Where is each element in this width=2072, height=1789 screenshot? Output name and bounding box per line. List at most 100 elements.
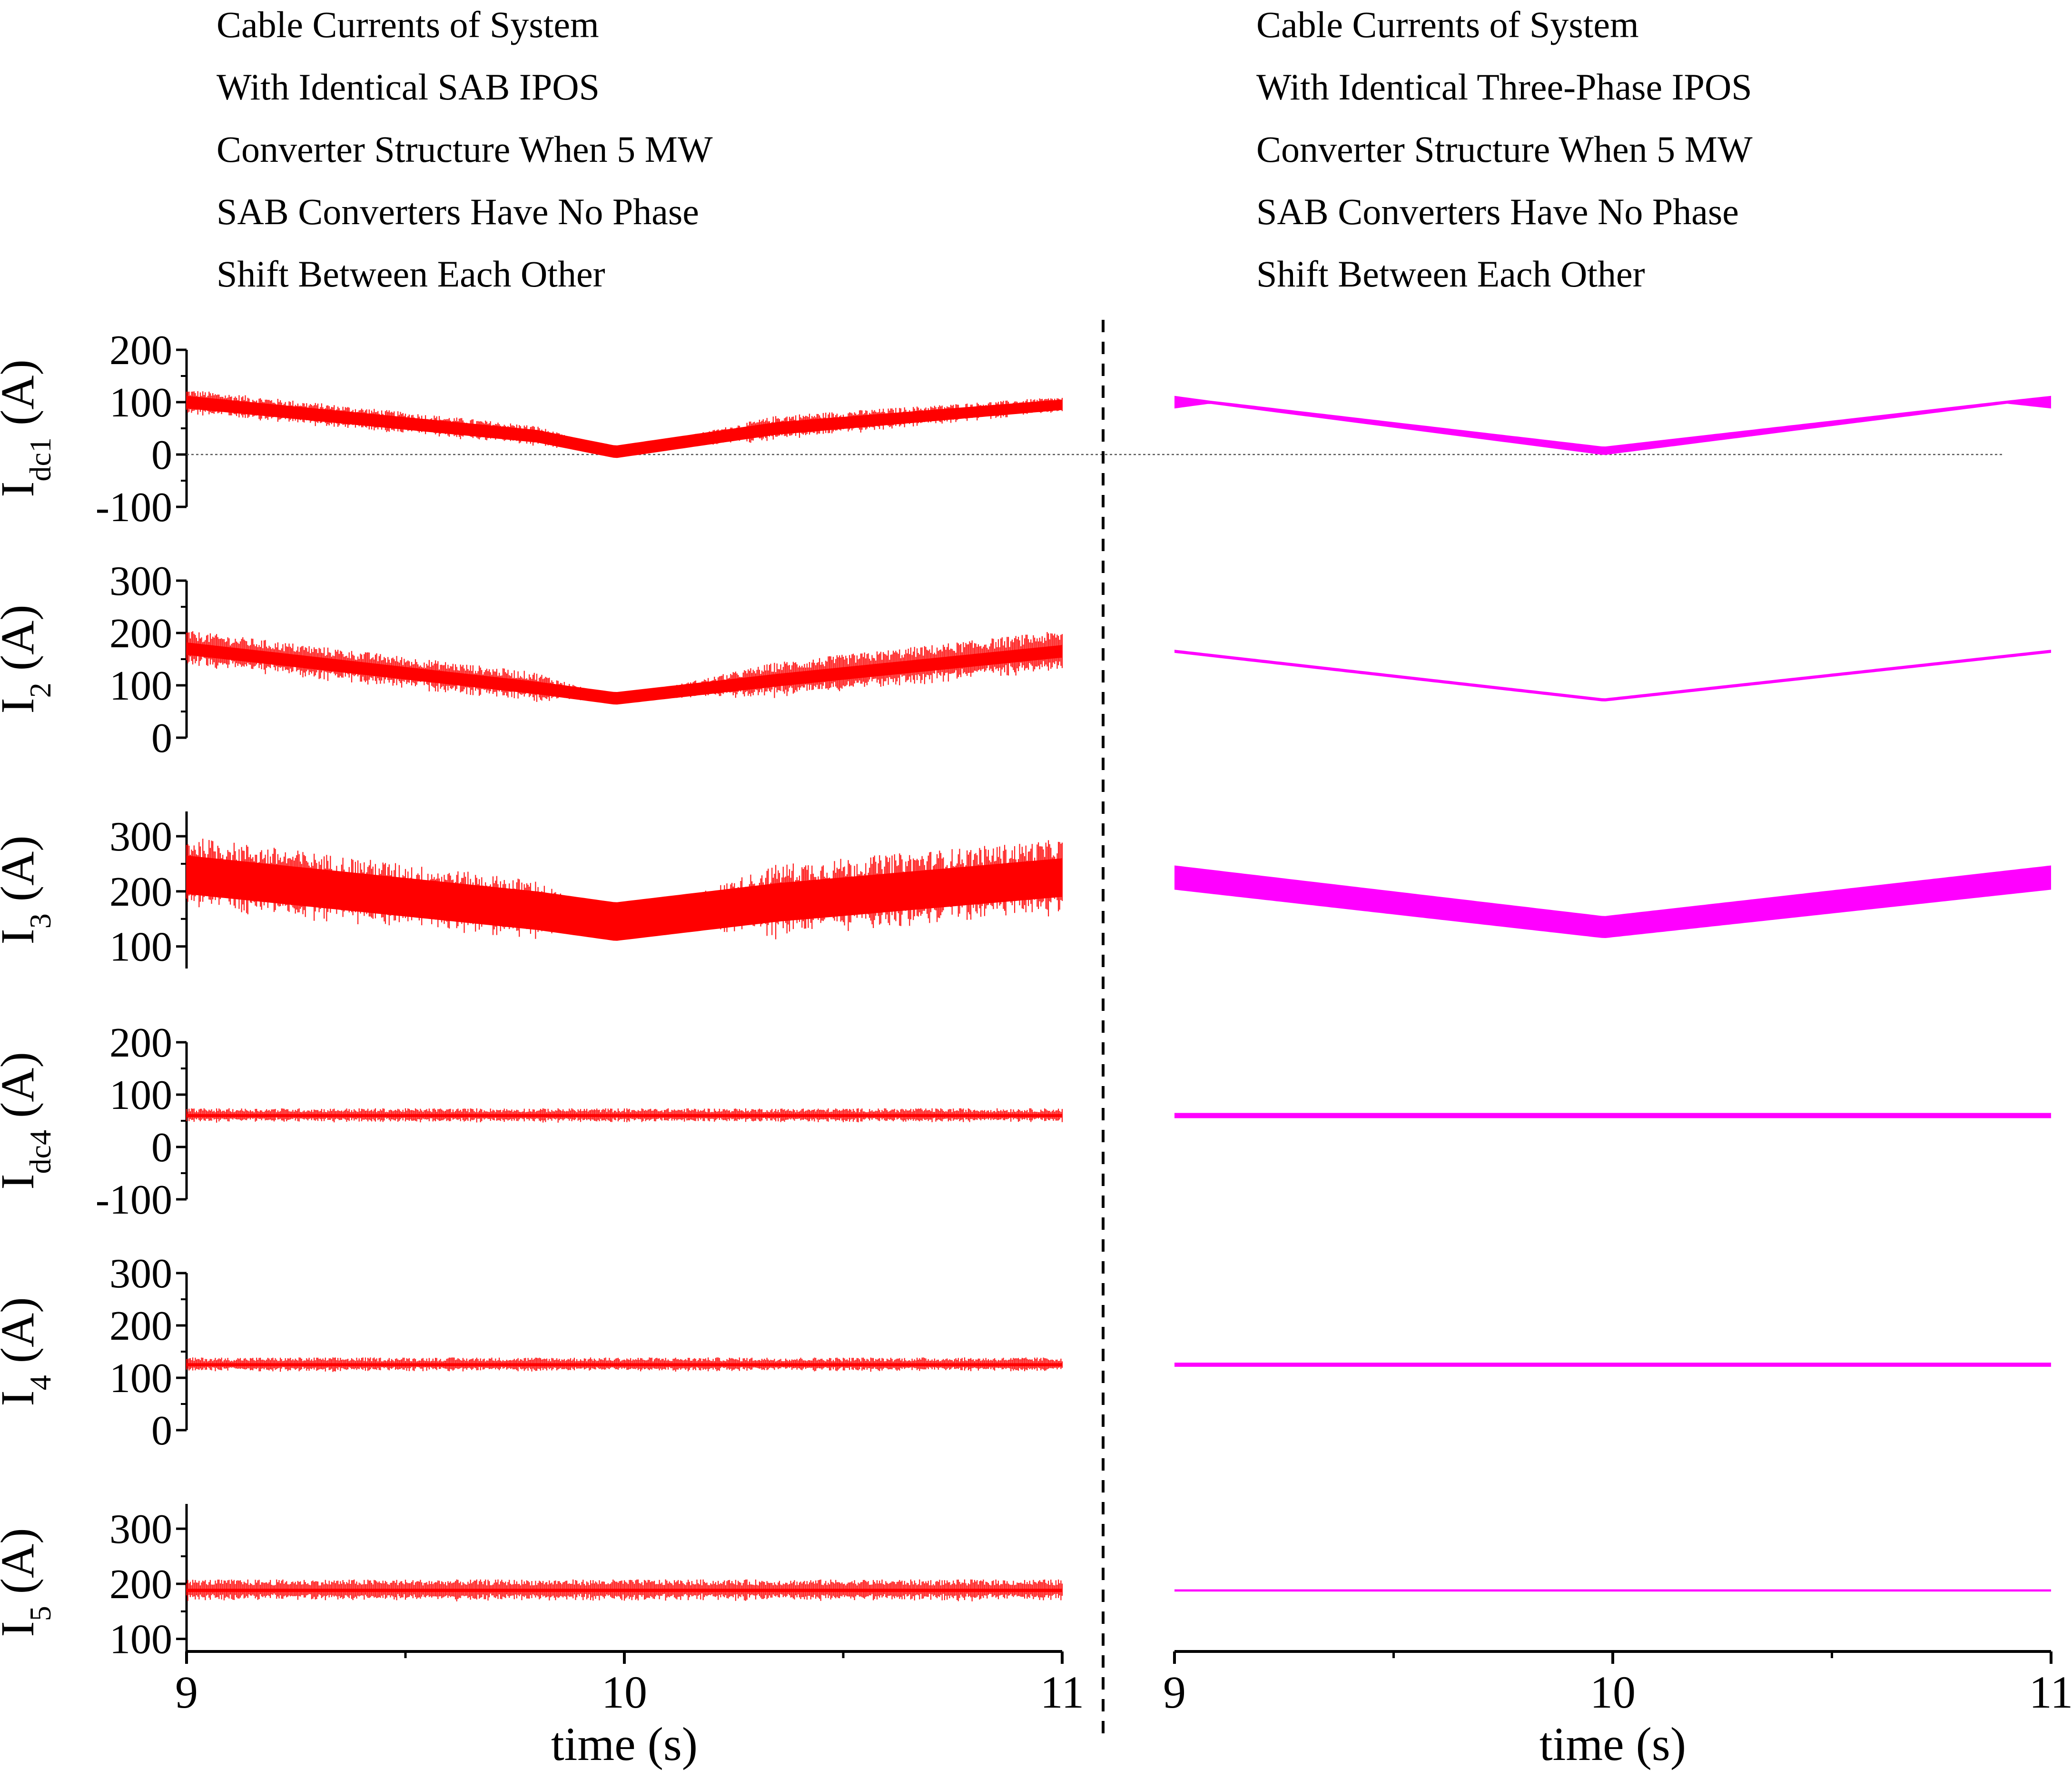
y-tick-label: 200 (109, 1562, 172, 1608)
y-tick-label: 0 (151, 1408, 172, 1454)
y-label-unit: (A) (0, 604, 44, 682)
y-tick-label: 100 (109, 1617, 172, 1663)
right-series (1174, 395, 2051, 455)
y-axis-label: Idc1 (A) (0, 359, 57, 497)
title-line: SAB Converters Have No Phase (217, 191, 699, 232)
x-axis-label: time (s) (551, 1718, 698, 1770)
title-line: Cable Currents of System (217, 4, 599, 45)
panel: 100 200 300 I5 (A) (0, 1504, 2051, 1663)
y-tick-label: 200 (109, 611, 172, 657)
series-ripple (186, 1108, 1063, 1123)
x-axis: 9 10 11 time (s) (175, 1650, 1084, 1770)
series-ripple (186, 1579, 1063, 1601)
y-label-subscript: 3 (23, 913, 57, 929)
series-band (1174, 1589, 2051, 1592)
panel: -100 0 100 200 Idc4 (A) (0, 1020, 2051, 1223)
panel: 0 100 200 300 I2 (A) (0, 558, 2051, 761)
series-band (1174, 395, 2051, 455)
y-label-main: I (0, 481, 44, 497)
y-tick-label: -100 (96, 484, 172, 531)
y-tick-label: 100 (109, 924, 172, 970)
left-series (186, 1108, 1063, 1123)
y-tick-label: 200 (109, 327, 172, 374)
y-tick-label: -100 (96, 1177, 172, 1223)
x-tick-label: 10 (1590, 1667, 1636, 1718)
series-band (1174, 1113, 2051, 1118)
x-tick-label: 11 (1040, 1667, 1084, 1718)
y-label-main: I (0, 1621, 44, 1637)
x-tick-label: 10 (602, 1667, 647, 1718)
series-band (1174, 865, 2051, 938)
left-series (186, 631, 1063, 705)
series-band (1174, 650, 2051, 702)
y-tick-label: 100 (109, 1072, 172, 1118)
series-ripple (186, 631, 1063, 702)
y-tick-label: 0 (151, 1125, 172, 1171)
y-label-subscript: dc4 (23, 1130, 57, 1174)
y-label-unit: (A) (0, 835, 44, 913)
panel: 0 100 200 300 I4 (A) (0, 1251, 2051, 1454)
y-tick-label: 0 (151, 432, 172, 478)
y-label-subscript: dc1 (23, 437, 57, 481)
y-axis-label: I5 (A) (0, 1528, 57, 1637)
y-label-main: I (0, 929, 44, 944)
y-axis-label: I3 (A) (0, 835, 57, 944)
x-axes: 9 10 11 time (s) 9 10 11 time (s) (175, 1650, 2072, 1770)
title-line: With Identical Three-Phase IPOS (1256, 66, 1752, 108)
right-series (1174, 1113, 2051, 1118)
left-series (186, 391, 1063, 458)
x-tick-label: 11 (2029, 1667, 2072, 1718)
left-title-block: Cable Currents of System With Identical S… (217, 4, 713, 295)
series-band (1174, 1363, 2051, 1367)
y-tick-label: 300 (109, 1251, 172, 1297)
y-label-main: I (0, 698, 44, 713)
panel: 100 200 300 I3 (A) (0, 811, 2051, 970)
right-series (1174, 1363, 2051, 1367)
series-ripple (186, 1357, 1063, 1372)
y-tick-label: 300 (109, 558, 172, 604)
left-series (186, 839, 1063, 941)
title-line: With Identical SAB IPOS (217, 66, 600, 108)
y-tick-label: 300 (109, 1506, 172, 1552)
y-label-unit: (A) (0, 359, 44, 437)
y-tick-label: 100 (109, 1355, 172, 1402)
right-title-block: Cable Currents of System With Identical T… (1256, 4, 1753, 295)
y-axis-label: I4 (A) (0, 1297, 57, 1406)
series-ripple (186, 839, 1063, 939)
y-label-unit: (A) (0, 1052, 44, 1130)
left-series (186, 1579, 1063, 1601)
y-label-unit: (A) (0, 1528, 44, 1606)
plot-area: -1000100200Idc1 (A)0100200300I2 (A)10020… (0, 327, 2051, 1663)
title-line: Cable Currents of System (1256, 4, 1639, 45)
y-label-subscript: 4 (23, 1375, 57, 1390)
y-axis-label: Idc4 (A) (0, 1052, 57, 1190)
y-axis-label: I2 (A) (0, 604, 57, 713)
y-tick-label: 100 (109, 380, 172, 426)
y-label-subscript: 2 (23, 682, 57, 698)
y-label-main: I (0, 1390, 44, 1406)
panel: -100 0 100 200 Idc1 (A) (0, 327, 2051, 531)
series-ripple (186, 391, 1063, 452)
x-axis-label: time (s) (1539, 1718, 1686, 1770)
right-series (1174, 1589, 2051, 1592)
left-series (186, 1357, 1063, 1372)
y-tick-label: 200 (109, 1303, 172, 1349)
y-label-unit: (A) (0, 1297, 44, 1375)
y-label-main: I (0, 1174, 44, 1189)
y-tick-label: 300 (109, 814, 172, 860)
title-line: Converter Structure When 5 MW (217, 128, 713, 170)
series-band (187, 395, 1062, 458)
right-series (1174, 650, 2051, 702)
title-line: Converter Structure When 5 MW (1256, 128, 1753, 170)
x-axis: 9 10 11 time (s) (1163, 1650, 2072, 1770)
x-tick-label: 9 (1163, 1667, 1186, 1718)
right-series (1174, 865, 2051, 938)
x-tick-label: 9 (175, 1667, 198, 1718)
y-tick-label: 100 (109, 663, 172, 709)
y-tick-label: 0 (151, 715, 172, 761)
y-tick-label: 200 (109, 1020, 172, 1066)
y-tick-label: 200 (109, 869, 172, 915)
title-line: Shift Between Each Other (217, 253, 605, 295)
